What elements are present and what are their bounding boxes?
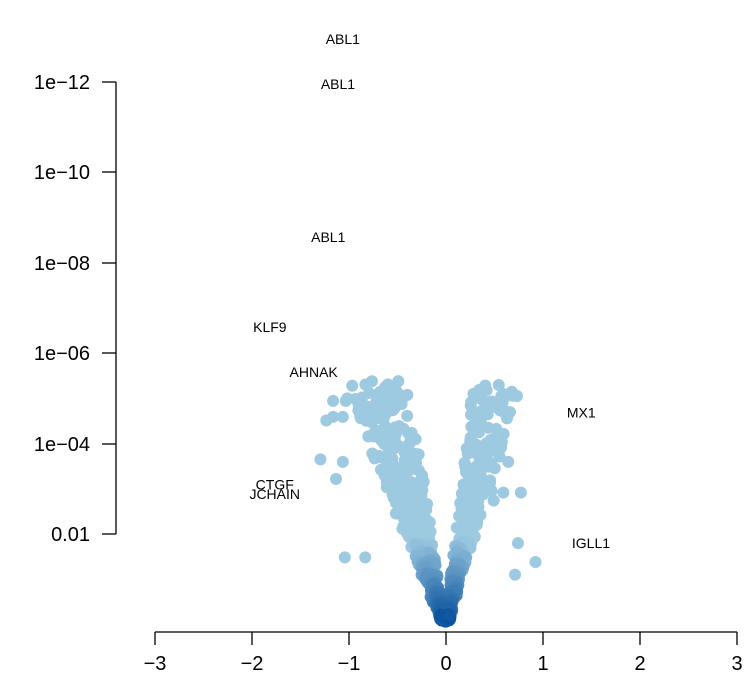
x-tick-label: −1 [338, 653, 361, 675]
gene-label-ahnak: AHNAK [290, 364, 339, 380]
data-point [356, 411, 369, 424]
gene-label-jchain: JCHAIN [249, 486, 300, 502]
gene-label-abl1: ABL1 [326, 31, 360, 47]
data-point [387, 491, 400, 504]
data-point [510, 390, 523, 403]
data-point [485, 484, 498, 497]
x-tick-label: −2 [241, 653, 264, 675]
data-point [401, 409, 414, 422]
gene-label-igll1: IGLL1 [572, 535, 610, 551]
x-tick-label: 3 [731, 653, 742, 675]
data-point [502, 455, 515, 468]
data-point [338, 551, 351, 564]
data-point [373, 450, 386, 463]
data-point [443, 609, 456, 622]
data-point [514, 486, 527, 499]
data-point [392, 375, 405, 388]
data-point [453, 510, 466, 523]
data-point [320, 414, 333, 427]
data-point [339, 394, 352, 407]
data-point [458, 456, 471, 469]
points-layer [314, 375, 542, 628]
data-point [511, 537, 524, 550]
data-point [461, 468, 474, 481]
y-tick-label: 1e−10 [34, 162, 90, 184]
data-point [402, 440, 415, 453]
gene-label-abl1: ABL1 [311, 229, 345, 245]
data-point [529, 556, 542, 569]
data-point [327, 394, 340, 407]
data-point [465, 396, 478, 409]
data-point [420, 503, 433, 516]
axes: −3 −2 −1 0 1 2 3 0.01 1e−04 1e−06 1e−08 1e−10 1e−12 [34, 72, 743, 675]
data-point [395, 397, 408, 410]
gene-label-ctgf: CTGF [256, 477, 294, 493]
x-tick-label: 2 [634, 653, 645, 675]
data-point [314, 453, 327, 466]
data-point [493, 450, 506, 463]
y-tick-label: 1e−08 [34, 253, 90, 275]
gene-label-klf9: KLF9 [253, 319, 287, 335]
data-point [385, 424, 398, 437]
data-point [491, 401, 504, 414]
data-point [492, 379, 505, 392]
data-point [349, 393, 362, 405]
data-point [509, 568, 522, 581]
data-point [359, 551, 372, 564]
data-point [336, 455, 349, 468]
gene-label-abl1: ABL1 [321, 76, 355, 92]
data-point [470, 484, 483, 497]
x-tick-label: 0 [440, 653, 451, 675]
y-tick-label: 1e−12 [34, 72, 90, 94]
data-point [386, 404, 399, 417]
y-tick-label: 1e−04 [34, 434, 90, 456]
data-point [488, 462, 501, 475]
y-tick-label: 0.01 [51, 524, 90, 546]
data-point [500, 412, 513, 425]
data-point [346, 379, 359, 392]
data-point [336, 410, 349, 423]
data-point [365, 416, 378, 429]
data-point [400, 451, 413, 464]
x-tick-label: 1 [537, 653, 548, 675]
data-point [480, 384, 493, 397]
data-point [497, 486, 510, 499]
data-point [330, 473, 343, 486]
y-tick-label: 1e−06 [34, 343, 90, 365]
data-point [487, 494, 500, 507]
x-tick-label: −3 [144, 653, 167, 675]
data-point [476, 393, 489, 406]
data-point [368, 428, 381, 441]
gene-label-mx1: MX1 [567, 405, 596, 421]
